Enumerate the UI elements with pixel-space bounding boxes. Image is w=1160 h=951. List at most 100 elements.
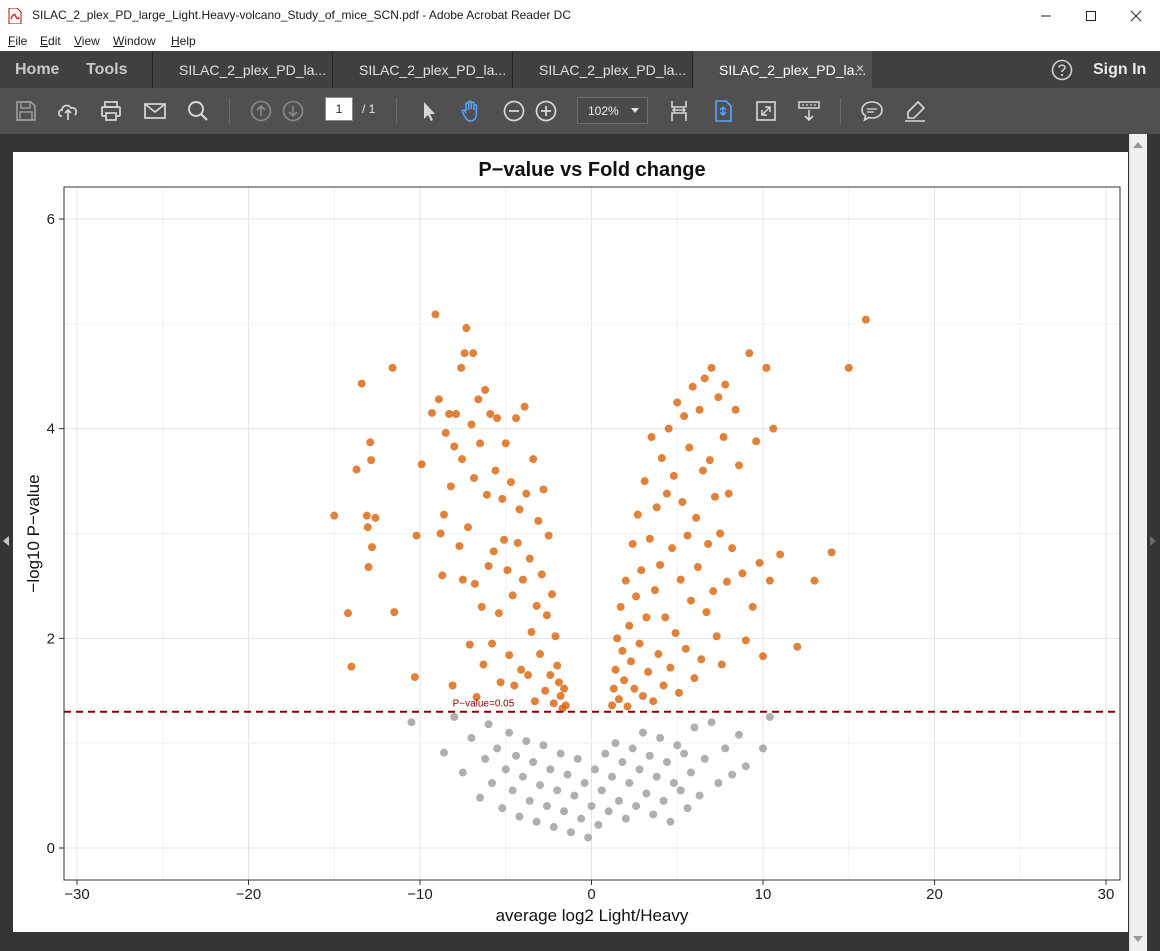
significant-point xyxy=(745,349,754,358)
nonsignificant-point xyxy=(700,754,709,763)
next-page-button[interactable] xyxy=(278,96,308,126)
significant-point xyxy=(491,466,500,475)
sign-in-link[interactable]: Sign In xyxy=(1093,61,1147,78)
search-button[interactable] xyxy=(183,96,213,126)
significant-point xyxy=(704,539,713,548)
significant-point xyxy=(722,577,731,586)
significant-point xyxy=(637,566,646,575)
save-button[interactable] xyxy=(11,96,41,126)
x-tick-label: −30 xyxy=(64,886,89,903)
document-tab[interactable]: SILAC_2_plex_PD_la... xyxy=(512,51,692,88)
nonsignificant-point xyxy=(484,720,493,729)
left-panel-toggle-icon[interactable] xyxy=(3,536,9,546)
vertical-scrollbar[interactable] xyxy=(1129,134,1147,951)
significant-point xyxy=(363,523,372,532)
comment-button[interactable] xyxy=(857,96,887,126)
significant-point xyxy=(532,601,541,610)
significant-point xyxy=(731,405,740,414)
menu-file[interactable]: File xyxy=(8,34,28,48)
significant-point xyxy=(362,511,371,520)
zoom-out-button[interactable] xyxy=(499,96,529,126)
document-tab-active[interactable]: SILAC_2_plex_PD_la... × xyxy=(692,51,872,88)
select-tool-button[interactable] xyxy=(414,96,444,126)
menu-view[interactable]: View xyxy=(74,34,100,48)
previous-page-button[interactable] xyxy=(246,96,276,126)
document-tab[interactable]: SILAC_2_plex_PD_la... xyxy=(152,51,332,88)
significant-point xyxy=(469,349,478,358)
significant-point xyxy=(464,523,473,532)
home-link[interactable]: Home xyxy=(15,61,60,78)
tab-label: SILAC_2_plex_PD_la... xyxy=(539,61,687,78)
zoom-in-button[interactable] xyxy=(531,96,561,126)
nonsignificant-point xyxy=(614,796,623,805)
significant-point xyxy=(458,455,467,464)
significant-point xyxy=(614,695,623,704)
significant-point xyxy=(410,673,419,682)
fullscreen-button[interactable] xyxy=(751,96,781,126)
minimize-button[interactable] xyxy=(1023,0,1069,31)
hand-tool-button[interactable] xyxy=(456,96,486,126)
significant-point xyxy=(709,587,718,596)
fit-page-button[interactable] xyxy=(708,96,738,126)
x-tick-label: 20 xyxy=(926,886,943,903)
significant-point xyxy=(633,510,642,519)
zoom-dropdown[interactable]: 102% xyxy=(577,97,648,124)
significant-point xyxy=(364,563,373,572)
significant-point xyxy=(486,409,495,418)
nonsignificant-point xyxy=(649,810,658,819)
significant-point xyxy=(488,639,497,648)
y-axis-label: −log10 P−value xyxy=(24,474,43,592)
right-panel-toggle-icon[interactable] xyxy=(1150,536,1156,546)
significant-point xyxy=(508,591,517,600)
toolbar-separator xyxy=(396,98,397,124)
page-number-input[interactable]: 1 xyxy=(325,97,353,121)
nonsignificant-point xyxy=(566,828,575,837)
menu-edit[interactable]: Edit xyxy=(40,34,61,48)
nonsignificant-point xyxy=(690,723,699,732)
fit-width-button[interactable] xyxy=(664,96,694,126)
highlight-button[interactable] xyxy=(900,96,930,126)
significant-point xyxy=(527,628,536,637)
significant-point xyxy=(452,409,461,418)
maximize-button[interactable] xyxy=(1068,0,1114,31)
nonsignificant-point xyxy=(635,765,644,774)
print-button[interactable] xyxy=(96,96,126,126)
scroll-down-icon[interactable] xyxy=(1133,936,1143,942)
close-window-button[interactable] xyxy=(1113,0,1159,31)
significant-point xyxy=(553,661,562,670)
tab-close-icon[interactable]: × xyxy=(855,60,864,76)
nonsignificant-point xyxy=(632,802,641,811)
page-gap xyxy=(13,932,1128,951)
upload-button[interactable] xyxy=(53,96,83,126)
nonsignificant-point xyxy=(714,779,723,788)
toolbar-separator xyxy=(840,98,841,124)
significant-point xyxy=(609,684,618,693)
help-icon[interactable] xyxy=(1051,59,1073,81)
nonsignificant-point xyxy=(488,779,497,788)
email-button[interactable] xyxy=(140,96,170,126)
menu-window[interactable]: Window xyxy=(113,34,156,48)
scroll-up-icon[interactable] xyxy=(1133,142,1143,148)
significant-point xyxy=(632,592,641,601)
tools-link[interactable]: Tools xyxy=(86,61,128,78)
nonsignificant-point xyxy=(741,762,750,771)
significant-point xyxy=(556,691,565,700)
significant-point xyxy=(462,324,471,333)
tab-bar: Home Tools SILAC_2_plex_PD_la... SILAC_2… xyxy=(0,51,1160,88)
nonsignificant-point xyxy=(476,793,485,802)
nonsignificant-point xyxy=(498,804,507,813)
significant-point xyxy=(673,398,682,407)
significant-point xyxy=(520,402,529,411)
significant-point xyxy=(470,473,479,482)
menu-help[interactable]: Help xyxy=(171,34,196,48)
nonsignificant-point xyxy=(505,728,514,737)
document-tab[interactable]: SILAC_2_plex_PD_la... xyxy=(332,51,512,88)
significant-point xyxy=(412,531,421,540)
significant-point xyxy=(752,437,761,446)
y-tick-label: 2 xyxy=(47,630,55,647)
nonsignificant-point xyxy=(652,772,661,781)
significant-point xyxy=(440,510,449,519)
scroll-mode-button[interactable] xyxy=(794,96,824,126)
zoom-in-icon xyxy=(535,100,557,122)
significant-point xyxy=(645,534,654,543)
